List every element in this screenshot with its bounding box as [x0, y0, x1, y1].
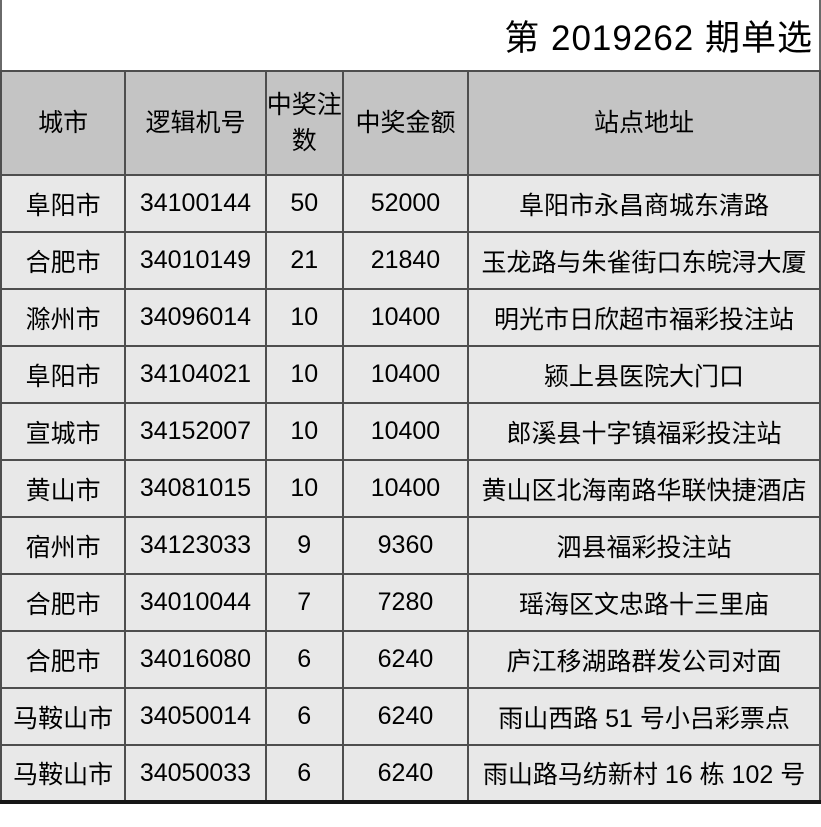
- cell-machine-id: 34010149: [124, 231, 267, 290]
- cell-machine-id: 34104021: [124, 345, 267, 404]
- cell-machine-id: 34016080: [124, 630, 267, 689]
- cell-amount: 10400: [341, 402, 470, 461]
- cell-city: 合肥市: [0, 573, 127, 632]
- cell-city: 马鞍山市: [0, 687, 127, 746]
- cell-bets: 6: [264, 744, 344, 803]
- cell-city: 滁州市: [0, 288, 127, 347]
- cell-bets: 10: [264, 402, 344, 461]
- cell-machine-id: 34152007: [124, 402, 267, 461]
- cell-address: 玉龙路与朱雀街口东皖浔大厦: [467, 231, 821, 290]
- cell-address: 泗县福彩投注站: [467, 516, 821, 575]
- cell-bets: 50: [264, 174, 344, 233]
- period-title: 第 2019262 期单选: [0, 0, 821, 70]
- cell-amount: 9360: [341, 516, 470, 575]
- table-row: 阜阳市 34104021 10 10400 颍上县医院大门口: [0, 345, 821, 404]
- table-row: 宿州市 34123033 9 9360 泗县福彩投注站: [0, 516, 821, 575]
- cell-bets: 7: [264, 573, 344, 632]
- cell-amount: 6240: [341, 744, 470, 803]
- cell-machine-id: 34100144: [124, 174, 267, 233]
- column-header-city: 城市: [0, 70, 127, 176]
- column-header-amount: 中奖金额: [341, 70, 470, 176]
- cell-amount: 10400: [341, 459, 470, 518]
- table-row: 马鞍山市 34050033 6 6240 雨山路马纺新村 16 栋 102 号: [0, 744, 821, 803]
- cell-address: 阜阳市永昌商城东清路: [467, 174, 821, 233]
- table-row: 合肥市 34016080 6 6240 庐江移湖路群发公司对面: [0, 630, 821, 689]
- cell-bets: 21: [264, 231, 344, 290]
- table-row: 合肥市 34010149 21 21840 玉龙路与朱雀街口东皖浔大厦: [0, 231, 821, 290]
- cell-amount: 10400: [341, 345, 470, 404]
- cell-address: 雨山西路 51 号小吕彩票点: [467, 687, 821, 746]
- cell-machine-id: 34050033: [124, 744, 267, 803]
- column-header-bets: 中奖注数: [264, 70, 344, 176]
- winners-table: 城市 逻辑机号 中奖注数 中奖金额 站点地址 阜阳市 34100144 50 5…: [0, 70, 821, 804]
- table-header: 城市 逻辑机号 中奖注数 中奖金额 站点地址: [0, 70, 821, 176]
- cell-machine-id: 34081015: [124, 459, 267, 518]
- column-header-address: 站点地址: [467, 70, 821, 176]
- cell-machine-id: 34123033: [124, 516, 267, 575]
- cell-city: 合肥市: [0, 231, 127, 290]
- cell-address: 雨山路马纺新村 16 栋 102 号: [467, 744, 821, 803]
- cell-amount: 6240: [341, 687, 470, 746]
- cell-amount: 52000: [341, 174, 470, 233]
- cell-bets: 10: [264, 288, 344, 347]
- cell-city: 合肥市: [0, 630, 127, 689]
- table-row: 滁州市 34096014 10 10400 明光市日欣超市福彩投注站: [0, 288, 821, 347]
- cell-machine-id: 34050014: [124, 687, 267, 746]
- cell-address: 黄山区北海南路华联快捷酒店: [467, 459, 821, 518]
- cell-bets: 9: [264, 516, 344, 575]
- cell-bets: 10: [264, 345, 344, 404]
- cell-city: 阜阳市: [0, 174, 127, 233]
- cell-amount: 10400: [341, 288, 470, 347]
- cell-bets: 10: [264, 459, 344, 518]
- cell-city: 宿州市: [0, 516, 127, 575]
- table-row: 宣城市 34152007 10 10400 郎溪县十字镇福彩投注站: [0, 402, 821, 461]
- table-row: 马鞍山市 34050014 6 6240 雨山西路 51 号小吕彩票点: [0, 687, 821, 746]
- cell-address: 颍上县医院大门口: [467, 345, 821, 404]
- cell-address: 明光市日欣超市福彩投注站: [467, 288, 821, 347]
- table-row: 合肥市 34010044 7 7280 瑶海区文忠路十三里庙: [0, 573, 821, 632]
- header-row: 城市 逻辑机号 中奖注数 中奖金额 站点地址: [0, 70, 821, 176]
- table-row: 黄山市 34081015 10 10400 黄山区北海南路华联快捷酒店: [0, 459, 821, 518]
- cell-amount: 6240: [341, 630, 470, 689]
- cell-bets: 6: [264, 630, 344, 689]
- cell-address: 瑶海区文忠路十三里庙: [467, 573, 821, 632]
- table-row: 阜阳市 34100144 50 52000 阜阳市永昌商城东清路: [0, 174, 821, 233]
- cell-amount: 21840: [341, 231, 470, 290]
- table-body: 阜阳市 34100144 50 52000 阜阳市永昌商城东清路 合肥市 340…: [0, 174, 821, 803]
- cell-address: 庐江移湖路群发公司对面: [467, 630, 821, 689]
- cell-city: 阜阳市: [0, 345, 127, 404]
- column-header-machine-id: 逻辑机号: [124, 70, 267, 176]
- cell-city: 宣城市: [0, 402, 127, 461]
- cell-amount: 7280: [341, 573, 470, 632]
- cell-address: 郎溪县十字镇福彩投注站: [467, 402, 821, 461]
- cell-machine-id: 34010044: [124, 573, 267, 632]
- cell-city: 黄山市: [0, 459, 127, 518]
- cell-city: 马鞍山市: [0, 744, 127, 803]
- cell-machine-id: 34096014: [124, 288, 267, 347]
- cell-bets: 6: [264, 687, 344, 746]
